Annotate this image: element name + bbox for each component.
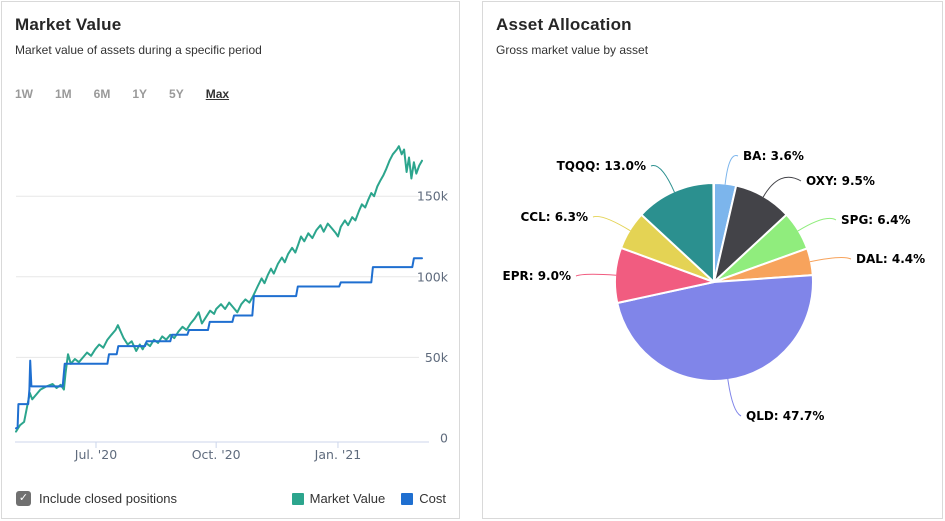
pie-label-spg: SPG: 6.4% — [841, 213, 911, 227]
pie-connector-qld — [727, 378, 742, 417]
series-line-market-value[interactable] — [15, 145, 423, 433]
checkbox-label: Include closed positions — [39, 491, 178, 506]
y-axis-label-150k: 150k — [417, 189, 449, 204]
asset-allocation-title: Asset Allocation — [496, 15, 632, 34]
include-closed-positions-checkbox[interactable]: ✓ Include closed positions — [16, 491, 177, 506]
pie-connector-dal — [809, 257, 852, 263]
chart-legend: Market Value Cost — [291, 491, 446, 506]
asset-allocation-card: Asset Allocation Gross market value by a… — [482, 1, 943, 519]
range-button-1y[interactable]: 1Y — [132, 87, 148, 101]
x-axis-label-oct-20: Oct. '20 — [192, 447, 241, 462]
range-selector: 1W 1M 6M 1Y 5Y Max — [15, 87, 229, 101]
pie-label-oxy: OXY: 9.5% — [806, 174, 875, 188]
pie-label-ba: BA: 3.6% — [743, 149, 804, 163]
market-value-chart[interactable]: 0 50k 100k 150k Jul. '20 Oct. '20 Jan. '21 — [2, 2, 459, 518]
series-line-cost[interactable] — [15, 257, 423, 430]
y-axis-label-100k: 100k — [417, 269, 449, 284]
pie-connector-oxy — [762, 176, 802, 198]
legend-label: Cost — [419, 491, 446, 506]
range-button-max[interactable]: Max — [205, 87, 230, 101]
pie-connector-spg — [797, 217, 837, 232]
pie-label-tqqq: TQQQ: 13.0% — [557, 159, 646, 173]
market-value-subtitle: Market value of assets during a specific… — [15, 43, 262, 57]
range-button-1w[interactable]: 1W — [15, 87, 33, 101]
asset-allocation-pie[interactable]: BA: 3.6%OXY: 9.5% SPG: 6.4% DAL: 4.4% QLD: … — [483, 2, 942, 518]
legend-swatch-cost — [401, 492, 414, 505]
pie-connector-epr — [575, 273, 617, 277]
legend-item-cost[interactable]: Cost — [401, 491, 446, 506]
y-axis-label-50k: 50k — [425, 350, 449, 365]
legend-label: Market Value — [309, 491, 386, 506]
pie-label-epr: EPR: 9.0% — [503, 269, 572, 283]
market-value-title: Market Value — [15, 15, 122, 34]
range-button-6m[interactable]: 6M — [93, 87, 111, 101]
pie-connector-tqqq — [650, 165, 675, 193]
x-axis-label-jan-21: Jan. '21 — [314, 447, 362, 462]
range-button-5y[interactable]: 5Y — [169, 87, 184, 101]
asset-allocation-subtitle: Gross market value by asset — [496, 43, 649, 57]
y-axis-label-0: 0 — [440, 431, 448, 446]
legend-item-market-value[interactable]: Market Value — [291, 491, 386, 506]
pie-label-qld: QLD: 47.7% — [746, 409, 824, 423]
range-button-1m[interactable]: 1M — [55, 87, 72, 101]
checkbox-icon[interactable]: ✓ — [16, 491, 31, 506]
legend-swatch-market-value — [291, 492, 304, 505]
x-axis-label-jul-20: Jul. '20 — [74, 447, 117, 462]
pie-label-dal: DAL: 4.4% — [856, 252, 925, 266]
pie-connector-ccl — [592, 215, 631, 232]
pie-connector-ba — [724, 155, 739, 185]
market-value-card: Market Value Market value of assets duri… — [1, 1, 460, 519]
pie-label-ccl: CCL: 6.3% — [520, 210, 588, 224]
chart-footer: ✓ Include closed positions Market Value C… — [16, 491, 446, 506]
